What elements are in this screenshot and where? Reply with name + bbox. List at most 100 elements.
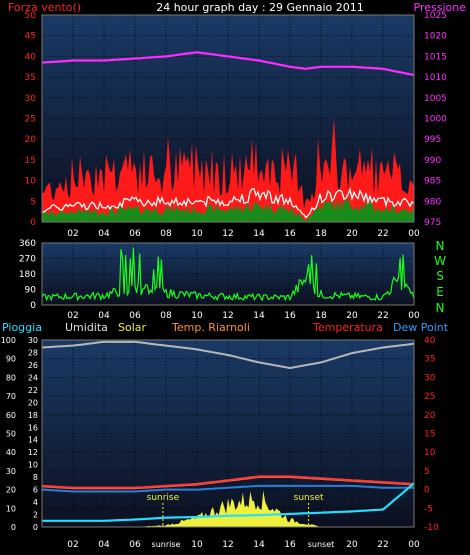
sunset-label: sunset [294,493,324,503]
rain-tick-label: 16 [28,423,38,432]
temperature-tick-label: 40 [424,336,436,346]
humidity-tick-label: 50 [6,430,16,439]
sun-annotations: sunrise sunset [147,493,324,525]
pressure-tick-label: 995 [424,135,441,145]
wind-tick-label: 15 [25,156,36,166]
humidity-line [41,340,415,370]
pressure-axis-ticks: 975 980 985 990 995 1000 1005 1010 1015 1020 1025 [424,11,447,228]
wind-low-area [42,197,414,222]
x-tick-label: 06 [129,311,141,321]
x-tick-label: 08 [160,311,172,321]
direction-tick-label: 270 [19,255,36,265]
dir-label-e: E [436,285,444,299]
x-tick-label: 16 [284,311,296,321]
dir-label-s: S [436,269,444,283]
temperature-tick-label: 5 [424,467,430,477]
rain-tick-label: 6 [33,486,38,495]
pressure-tick-label: 1005 [424,94,447,104]
rain-line [42,482,415,522]
humidity-tick-label: 40 [6,448,16,457]
direction-time-axis-ticks: 02 04 06 08 10 12 14 16 18 20 22 00 [67,311,420,321]
legend-umidita: Umidita [65,321,108,334]
dir-label-n-top: N [436,239,445,253]
rain-tick-label: 0 [33,523,38,532]
rain-tick-label: 4 [33,498,38,507]
wind-tick-label: 30 [25,94,37,104]
x-tick-label: 16 [284,540,296,550]
x-tick-label: sunrise [152,540,181,549]
x-tick-label: 14 [253,540,265,550]
right-axis-label: Pressione [414,1,467,14]
temperature-tick-label: 30 [424,373,436,383]
direction-tick-label: 0 [30,301,36,311]
x-tick-label: 14 [253,229,265,239]
dir-label-w: W [434,254,446,268]
humidity-axis-ticks: 0 10 20 30 40 50 60 70 80 90 100 [1,336,16,532]
x-tick-label: 00 [408,540,420,550]
dew-point-line [41,484,414,493]
solar-area [42,490,414,527]
x-tick-label: 20 [346,540,358,550]
legend-row: Pioggia Umidita Solar Temp. Riarnoli Tem… [2,321,449,334]
x-tick-label: 10 [191,311,203,321]
x-tick-label: 00 [408,229,420,239]
wind-pressure-frame [41,14,415,223]
wind-direction-line [41,247,415,302]
wind-pressure-series [41,51,415,222]
temperature-tick-label: 15 [424,430,435,440]
x-tick-label: sunset [308,540,335,549]
pressure-tick-label: 980 [424,197,441,207]
temperature-tick-label: 10 [424,448,436,458]
rain-tick-label: 24 [28,373,38,382]
wind-tick-label: 25 [25,115,36,125]
rain-tick-label: 20 [28,398,38,407]
rain-tick-label: 10 [28,461,38,470]
temperature-tick-label: 0 [424,486,430,496]
x-tick-label: 04 [98,311,110,321]
rain-tick-label: 28 [28,348,38,357]
x-tick-label: 22 [377,311,388,321]
x-tick-label: 20 [346,229,358,239]
humidity-tick-label: 60 [6,411,16,420]
temp-humidity-series [41,340,415,527]
rain-tick-label: 18 [28,411,38,420]
legend-solar: Solar [118,321,147,334]
wind-time-axis-ticks: 02 04 06 08 10 12 14 16 18 20 22 00 [67,229,420,239]
x-tick-label: 04 [98,540,110,550]
x-tick-label: 04 [98,229,110,239]
humidity-tick-label: 70 [6,392,16,401]
dir-label-n-bottom: N [436,301,445,315]
x-tick-label: 10 [191,540,203,550]
legend-dew-point: Dew Point [393,321,449,334]
wind-direction-frame [41,242,415,306]
x-tick-label: 06 [129,540,141,550]
direction-tick-label: 180 [19,270,36,280]
rain-tick-label: 26 [28,361,38,370]
rain-tick-label: 2 [33,511,38,520]
wind-tick-label: 0 [30,218,36,228]
temperature-line [41,475,415,489]
wind-average-line [42,187,415,219]
temperature-tick-label: -5 [424,504,433,514]
wind-tick-label: 50 [25,11,37,21]
rain-tick-label: 30 [28,336,38,345]
temperature-tick-label: -10 [424,523,439,533]
wind-axis-ticks: 0 5 10 15 20 25 30 35 40 45 50 [25,11,37,228]
wind-tick-label: 35 [25,73,36,83]
rain-tick-label: 14 [28,436,38,445]
rain-tick-label: 12 [28,448,38,457]
pressure-line [41,51,415,77]
humidity-tick-label: 0 [11,523,16,532]
x-tick-label: 22 [377,540,388,550]
pressure-tick-label: 985 [424,177,441,187]
x-tick-label: 06 [129,229,141,239]
direction-tick-label: 90 [25,286,37,296]
rain-tick-label: 8 [33,473,38,482]
humidity-tick-label: 10 [6,504,16,513]
humidity-tick-label: 90 [6,355,16,364]
pressure-tick-label: 990 [424,156,441,166]
